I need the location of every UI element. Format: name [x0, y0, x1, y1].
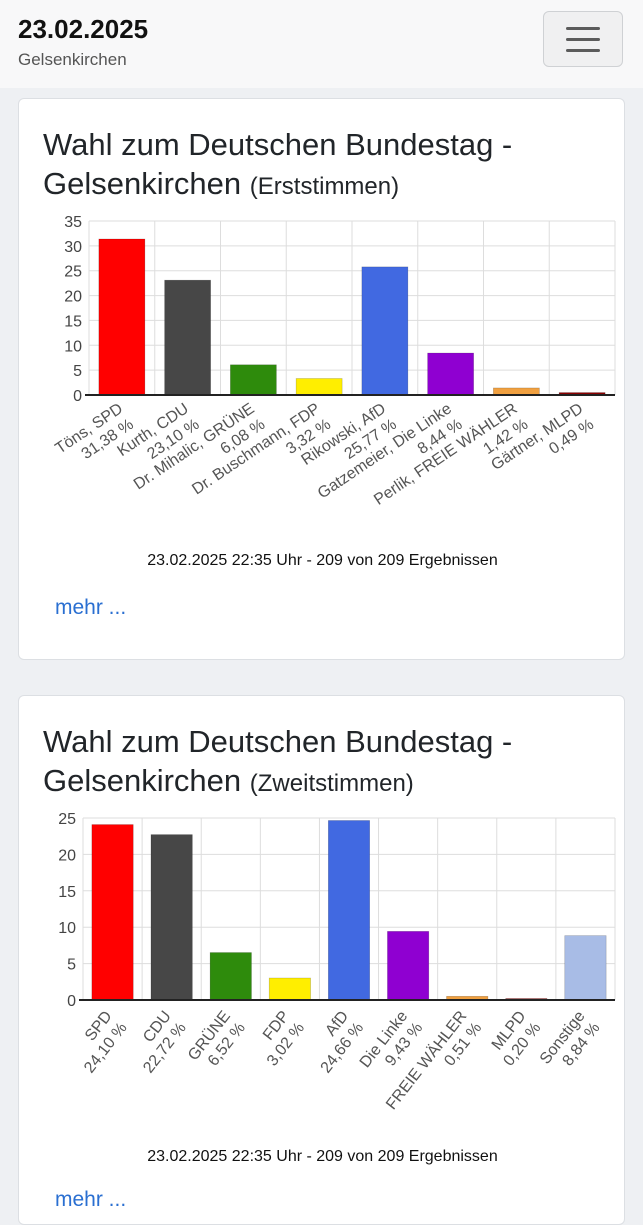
- result-card-erststimmen: Wahl zum Deutschen Bundestag - Gelsenkir…: [18, 98, 625, 660]
- result-card-zweitstimmen: Wahl zum Deutschen Bundestag - Gelsenkir…: [18, 695, 625, 1225]
- bar[interactable]: [493, 387, 540, 396]
- hamburger-icon: [566, 27, 600, 30]
- y-tick-label: 25: [58, 811, 76, 828]
- y-tick-label: 15: [58, 884, 76, 901]
- bar[interactable]: [268, 977, 311, 1001]
- hamburger-icon: [566, 49, 600, 52]
- bar[interactable]: [564, 935, 607, 1001]
- y-tick-label: 10: [64, 338, 82, 355]
- card-subtitle: (Zweitstimmen): [249, 770, 414, 797]
- card-title-text: Wahl zum Deutschen Bundestag - Gelsenkir…: [43, 127, 513, 201]
- y-tick-label: 20: [58, 847, 76, 864]
- bar[interactable]: [164, 279, 211, 396]
- bar[interactable]: [230, 364, 277, 396]
- y-tick-label: 0: [67, 993, 76, 1010]
- top-navbar: 23.02.2025 Gelsenkirchen: [0, 0, 643, 88]
- bar[interactable]: [150, 834, 193, 1001]
- menu-toggle-button[interactable]: [543, 11, 623, 67]
- y-tick-label: 20: [64, 289, 82, 306]
- card-title: Wahl zum Deutschen Bundestag - Gelsenkir…: [43, 722, 603, 803]
- y-tick-label: 0: [73, 388, 82, 405]
- bar[interactable]: [209, 952, 252, 1001]
- result-timestamp: 23.02.2025 22:35 Uhr - 209 von 209 Ergeb…: [147, 1148, 498, 1165]
- result-timestamp: 23.02.2025 22:35 Uhr - 209 von 209 Ergeb…: [147, 552, 498, 569]
- y-tick-label: 35: [64, 214, 82, 231]
- bar[interactable]: [91, 824, 134, 1001]
- card-title-text: Wahl zum Deutschen Bundestag - Gelsenkir…: [43, 724, 513, 798]
- hamburger-icon: [566, 38, 600, 41]
- y-tick-label: 30: [64, 239, 82, 256]
- page-date: 23.02.2025: [18, 14, 149, 44]
- bar[interactable]: [295, 378, 343, 396]
- y-tick-label: 15: [64, 313, 82, 330]
- y-tick-label: 10: [58, 920, 76, 937]
- bar[interactable]: [427, 352, 474, 396]
- bar[interactable]: [98, 238, 146, 396]
- more-link[interactable]: mehr ...: [55, 596, 127, 619]
- card-title: Wahl zum Deutschen Bundestag - Gelsenkir…: [43, 125, 603, 206]
- bar[interactable]: [387, 931, 430, 1001]
- page-city: Gelsenkirchen: [18, 50, 127, 69]
- more-link[interactable]: mehr ...: [55, 1188, 127, 1211]
- card-subtitle: (Erststimmen): [249, 173, 400, 200]
- y-tick-label: 5: [73, 363, 82, 380]
- y-tick-label: 5: [67, 957, 76, 974]
- y-tick-label: 25: [64, 264, 82, 281]
- bar[interactable]: [361, 266, 409, 396]
- bar[interactable]: [328, 820, 370, 1001]
